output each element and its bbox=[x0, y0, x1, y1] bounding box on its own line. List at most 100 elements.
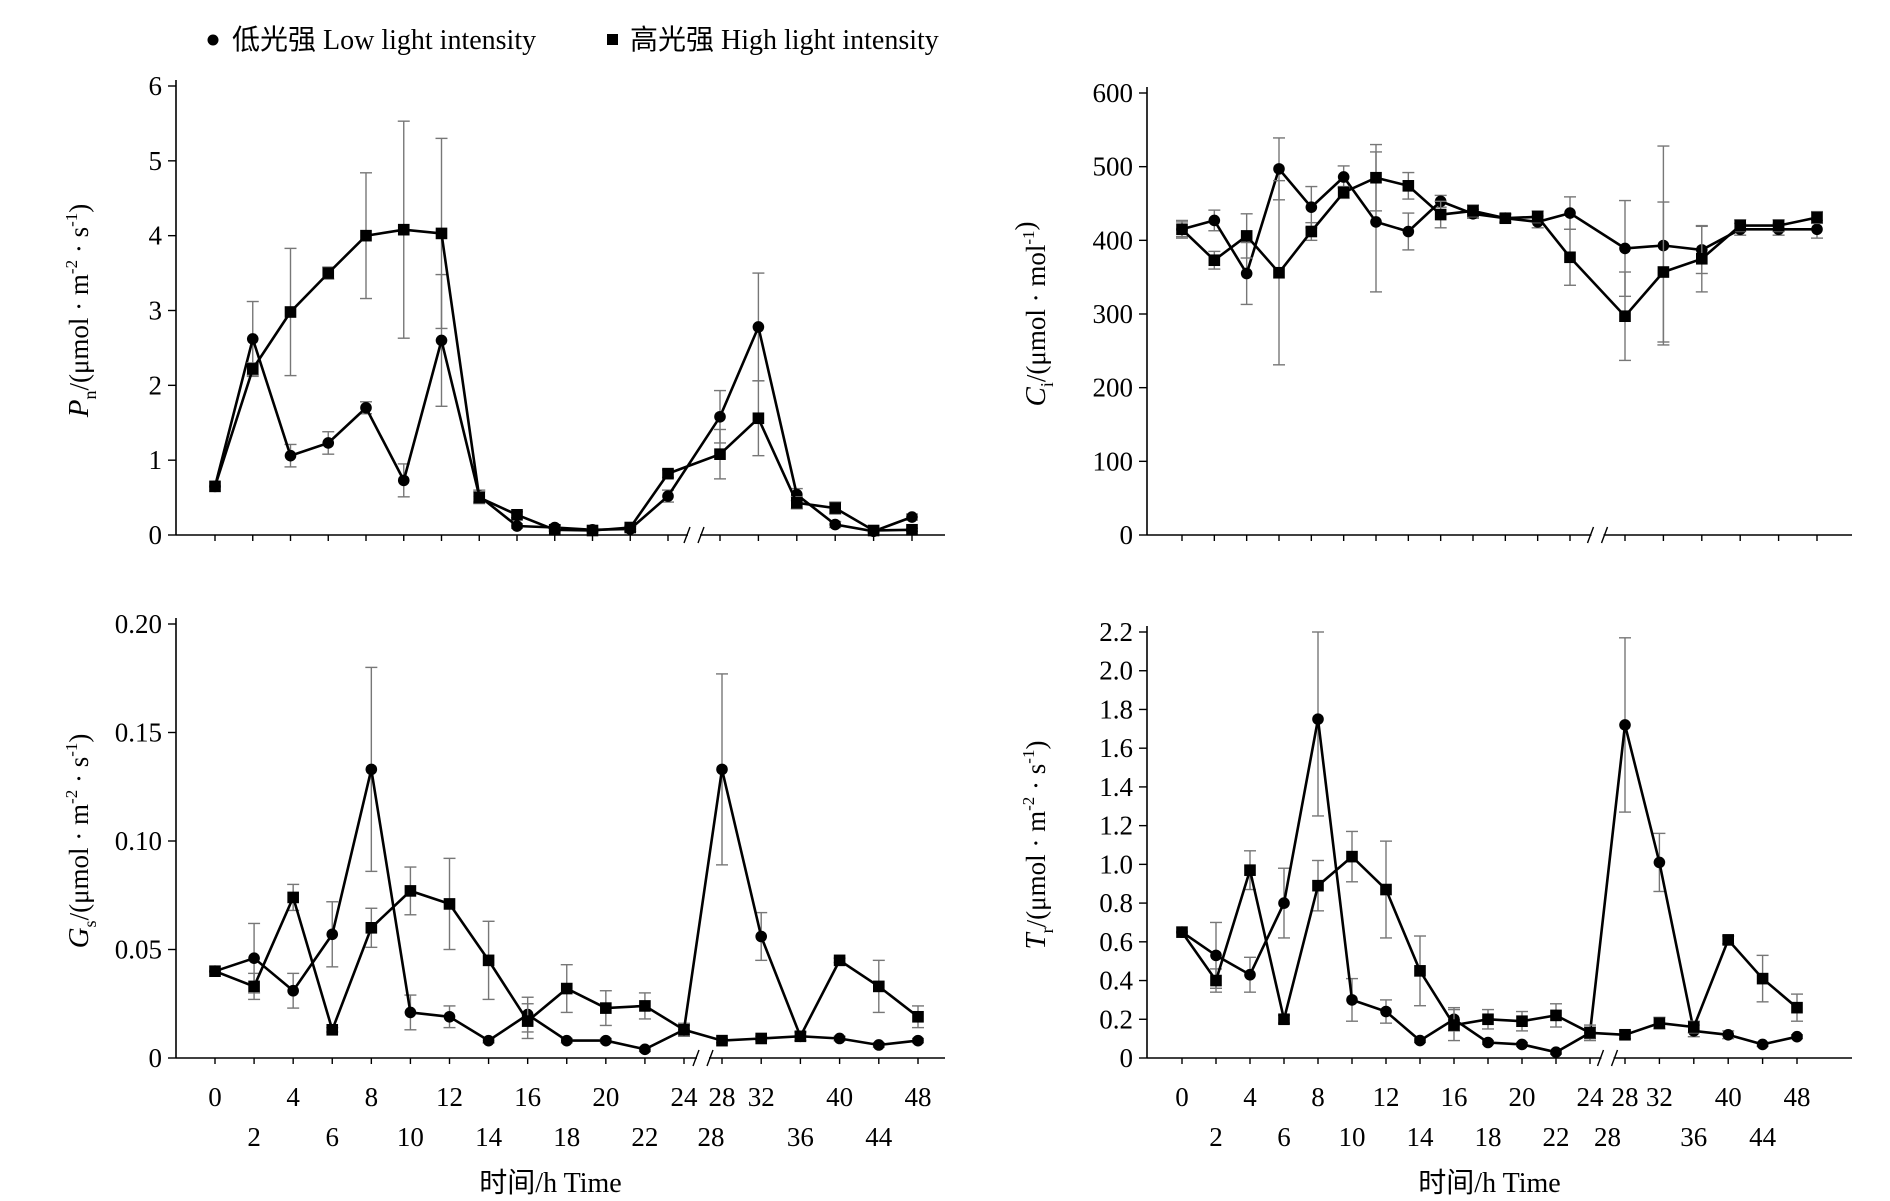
data-point-high bbox=[1756, 972, 1769, 985]
x-tick-label: 2 bbox=[1209, 1122, 1223, 1152]
y-axis-title-unit: · s bbox=[64, 227, 94, 260]
data-point-high bbox=[1619, 310, 1631, 323]
x-tick-label: 18 bbox=[553, 1122, 580, 1152]
data-point-high bbox=[1657, 266, 1670, 278]
data-point-high bbox=[473, 491, 486, 504]
data-point-low bbox=[511, 520, 523, 532]
axis-break-mark bbox=[692, 1049, 700, 1067]
data-point-high bbox=[435, 227, 448, 240]
y-tick-label: 0.2 bbox=[1099, 1004, 1133, 1034]
data-point-low bbox=[1244, 968, 1256, 981]
x-tick-label: 8 bbox=[365, 1082, 379, 1112]
data-point-high bbox=[246, 363, 259, 375]
x-tick-label: 44 bbox=[865, 1122, 893, 1152]
data-point-high bbox=[248, 980, 260, 993]
chart-pn: 0 1 2 3 4 5 6 Pn/(μmol · m-2 · s-1) bbox=[62, 71, 945, 550]
y-axis-title-unit: · s bbox=[64, 757, 94, 790]
series-line bbox=[213, 228, 913, 532]
data-point-low bbox=[639, 1043, 651, 1056]
y-axis-title-unit: · s bbox=[1021, 764, 1051, 797]
data-point-high bbox=[326, 1023, 339, 1036]
x-tick-label: 28 bbox=[1594, 1122, 1621, 1152]
data-point-low bbox=[1337, 171, 1350, 183]
x-tick-label: 6 bbox=[326, 1122, 340, 1152]
x-tick-label: 10 bbox=[1339, 1122, 1366, 1152]
x-tick-label: 28 bbox=[698, 1122, 725, 1152]
y-tick-label: 1.6 bbox=[1099, 733, 1133, 763]
data-point-low bbox=[1210, 949, 1222, 962]
data-point-high bbox=[1402, 180, 1415, 192]
x-tick-label: 4 bbox=[286, 1082, 300, 1112]
data-point-high bbox=[1337, 186, 1350, 199]
data-point-low bbox=[752, 321, 765, 333]
data-point-low bbox=[1619, 242, 1631, 255]
legend-high-text: 高光强 High light intensity bbox=[630, 24, 939, 56]
y-tick-label: 1.4 bbox=[1099, 772, 1133, 802]
data-point-high bbox=[209, 965, 221, 977]
y-tick-label: 300 bbox=[1093, 299, 1134, 329]
data-point-high bbox=[287, 891, 299, 904]
data-point-high bbox=[1244, 864, 1256, 876]
data-point-high bbox=[624, 521, 637, 534]
data-point-high bbox=[443, 898, 456, 910]
data-point-high bbox=[360, 229, 372, 242]
y-tick-label: 100 bbox=[1093, 446, 1134, 476]
y-tick-label: 0.15 bbox=[115, 718, 162, 748]
y-axis-title-unit: ) bbox=[64, 734, 94, 743]
data-point-high bbox=[521, 1015, 534, 1027]
data-point-high bbox=[1791, 1001, 1803, 1014]
data-point-low bbox=[248, 952, 260, 964]
x-tick-label: 6 bbox=[1277, 1122, 1291, 1152]
y-axis-title: Ci/(μmol · mol-1) bbox=[1010, 222, 1057, 407]
data-point-low bbox=[716, 763, 728, 776]
data-point-high bbox=[586, 524, 599, 537]
y-axis-title-unit: ) bbox=[1010, 222, 1040, 231]
data-point-low bbox=[560, 1034, 573, 1047]
y-tick-label: 0.05 bbox=[115, 935, 162, 965]
x-tick-label: 14 bbox=[475, 1122, 503, 1152]
data-point-high bbox=[560, 982, 573, 995]
data-point-high bbox=[1346, 850, 1358, 863]
data-point-low bbox=[1312, 713, 1324, 725]
y-axis-title-subscript: s bbox=[80, 920, 100, 927]
x-tick-label: 36 bbox=[787, 1122, 814, 1152]
axis-break-mark bbox=[1600, 526, 1609, 544]
legend-low-text: 低光强 Low light intensity bbox=[232, 24, 536, 56]
y-axis-title-superscript: -2 bbox=[62, 790, 81, 804]
data-point-low bbox=[246, 333, 259, 345]
data-point-high bbox=[404, 885, 417, 897]
y-tick-label: 0 bbox=[1120, 520, 1134, 550]
chart-gs: 00.050.100.150.200 4 8 12 16 20 24 28 32 40 482 6 10… bbox=[62, 609, 945, 1199]
x-tick-label: 16 bbox=[1441, 1082, 1468, 1112]
data-point-high bbox=[1734, 219, 1746, 232]
data-point-high bbox=[482, 954, 495, 967]
data-point-low bbox=[1791, 1030, 1803, 1043]
y-tick-label: 2.0 bbox=[1099, 656, 1133, 686]
y-tick-label: 6 bbox=[149, 71, 163, 101]
data-point-low bbox=[829, 518, 841, 531]
x-tick-label: 48 bbox=[905, 1082, 932, 1112]
data-point-high bbox=[714, 448, 726, 460]
x-tick-label: 40 bbox=[1715, 1082, 1742, 1112]
y-axis-title-unit: ) bbox=[64, 204, 94, 213]
x-tick-label: 20 bbox=[592, 1082, 619, 1112]
x-tick-label: 16 bbox=[514, 1082, 541, 1112]
data-point-low bbox=[1653, 856, 1666, 869]
x-tick-label: 22 bbox=[1543, 1122, 1570, 1152]
y-tick-label: 0.8 bbox=[1099, 888, 1133, 918]
x-tick-label: 40 bbox=[826, 1082, 853, 1112]
data-point-high bbox=[1176, 926, 1188, 938]
x-tick-label: 20 bbox=[1509, 1082, 1536, 1112]
x-tick-label: 28 bbox=[709, 1082, 736, 1112]
data-point-low bbox=[662, 490, 674, 502]
data-point-high bbox=[873, 980, 885, 993]
data-point-high bbox=[794, 1030, 807, 1043]
series-high-light bbox=[209, 857, 924, 1047]
data-point-low bbox=[322, 437, 335, 449]
x-tick-label: 2 bbox=[247, 1122, 261, 1152]
series-line bbox=[1180, 854, 1798, 1037]
y-tick-label: 0 bbox=[1120, 1043, 1134, 1073]
data-point-high bbox=[1722, 934, 1734, 946]
data-point-high bbox=[1240, 230, 1253, 242]
x-tick-label: 36 bbox=[1680, 1122, 1707, 1152]
